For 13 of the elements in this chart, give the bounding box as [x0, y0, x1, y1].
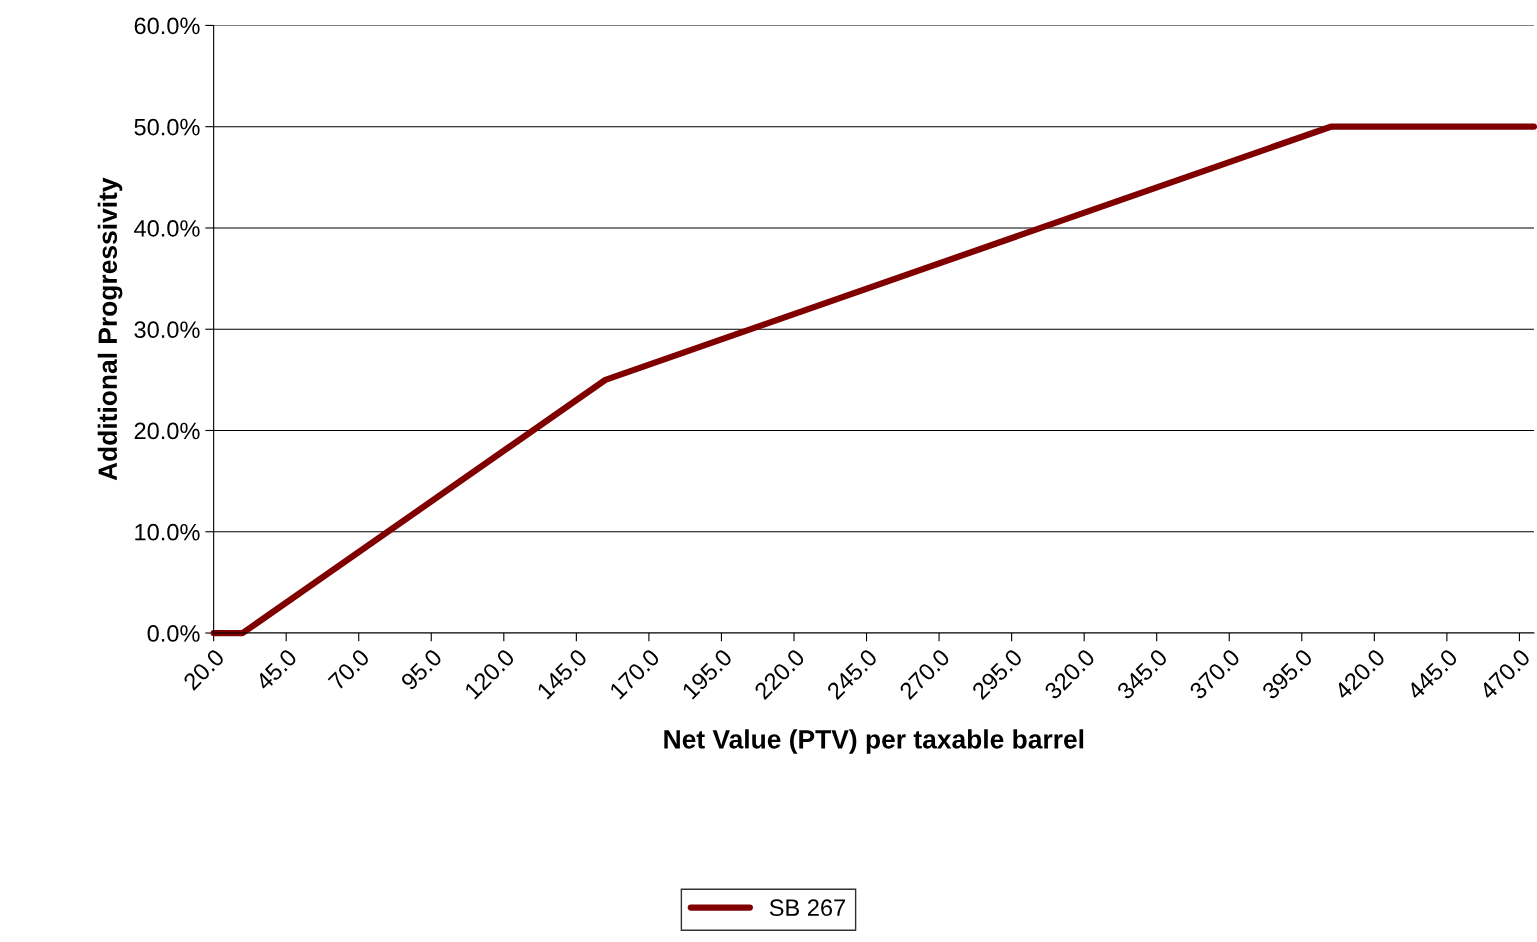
legend-label: SB 267 — [769, 899, 845, 917]
x-axis-title: Net Value (PTV) per taxable barrel — [664, 729, 1084, 754]
y-tick-label: 0.0% — [147, 625, 200, 642]
y-tick-label: 30.0% — [134, 321, 200, 339]
y-tick-label: 40.0% — [134, 220, 200, 237]
x-tick-label: 70.0 — [327, 648, 371, 691]
y-tick-label: 10.0% — [135, 523, 200, 541]
x-tick-label: 95.0 — [400, 648, 443, 691]
y-tick-label: 60.0% — [134, 17, 200, 35]
y-axis-title: Additional Progressivity — [97, 177, 123, 481]
x-tick-label: 45.0 — [254, 648, 298, 692]
y-tick-label: 50.0% — [134, 118, 200, 136]
y-tick-label: 20.0% — [134, 422, 200, 440]
